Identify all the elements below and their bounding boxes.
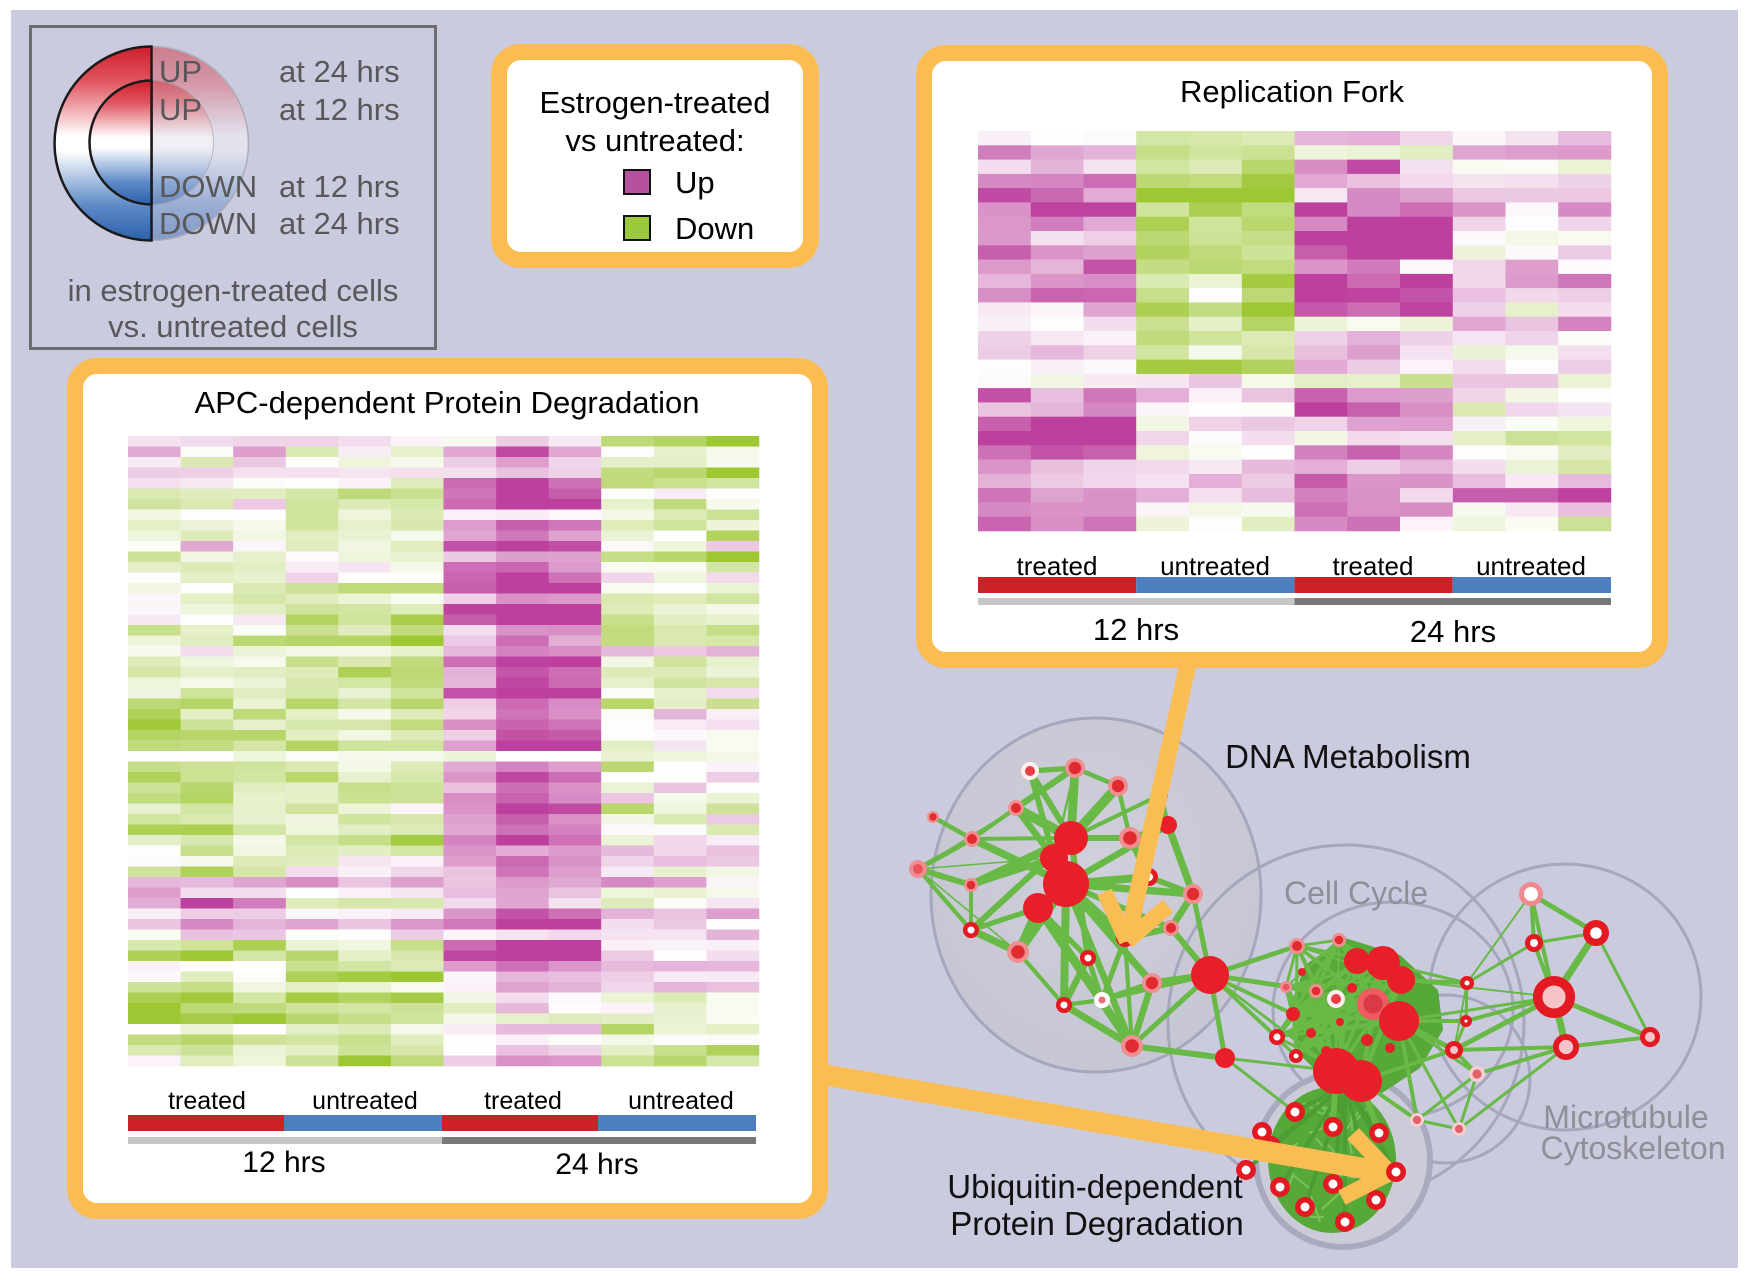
svg-text:24 hrs: 24 hrs xyxy=(1410,614,1496,649)
svg-text:APC-dependent Protein Degradat: APC-dependent Protein Degradation xyxy=(195,385,700,420)
svg-text:treated: treated xyxy=(1017,551,1098,581)
svg-text:DNA Metabolism: DNA Metabolism xyxy=(1225,738,1471,775)
svg-text:Microtubule: Microtubule xyxy=(1543,1099,1708,1135)
svg-text:Cytoskeleton: Cytoskeleton xyxy=(1541,1130,1726,1166)
svg-text:treated: treated xyxy=(484,1087,562,1115)
svg-text:12 hrs: 12 hrs xyxy=(1093,612,1179,647)
svg-text:untreated: untreated xyxy=(1160,551,1270,581)
svg-text:Cell Cycle: Cell Cycle xyxy=(1284,875,1428,911)
svg-text:Protein Degradation: Protein Degradation xyxy=(950,1205,1244,1242)
svg-text:untreated: untreated xyxy=(312,1087,418,1115)
svg-text:treated: treated xyxy=(1333,551,1414,581)
svg-text:12 hrs: 12 hrs xyxy=(242,1146,325,1179)
svg-text:Ubiquitin-dependent: Ubiquitin-dependent xyxy=(947,1168,1242,1205)
svg-text:untreated: untreated xyxy=(1476,551,1586,581)
svg-text:24 hrs: 24 hrs xyxy=(555,1148,638,1181)
svg-text:treated: treated xyxy=(168,1087,246,1115)
svg-text:untreated: untreated xyxy=(628,1087,734,1115)
svg-text:Replication Fork: Replication Fork xyxy=(1180,74,1404,109)
